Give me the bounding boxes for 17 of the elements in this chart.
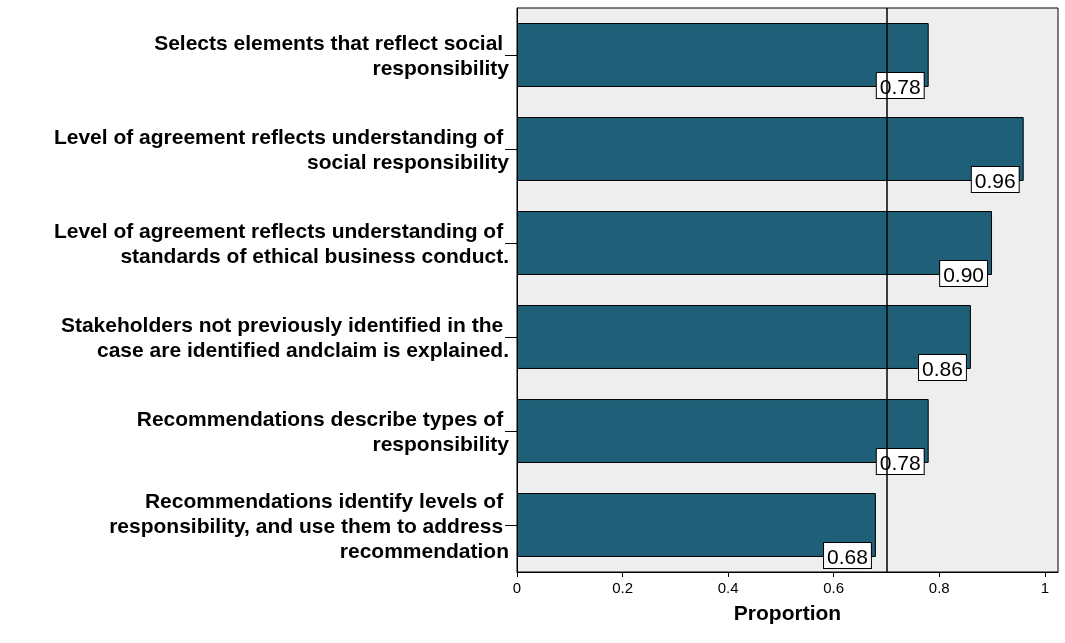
y-tick-label: Stakeholders not previously identified in the case are identified andclaim is explained. (60, 313, 509, 361)
x-tick-label: 0.2 (612, 579, 633, 596)
y-tick-label: Selects elements that reflect social responsibility (154, 31, 510, 79)
x-tick-label: 1 (1040, 579, 1049, 596)
data-label: 0.86 (922, 356, 963, 380)
x-tick-label: 0 (512, 579, 522, 596)
data-label: 0.68 (827, 544, 868, 568)
y-tick-label: Level of agreement reflects understanding of social responsibility (53, 125, 510, 173)
x-tick-label: 0.6 (823, 579, 845, 596)
y-tick-label: Recommendations describe types of responsibility (136, 407, 510, 455)
x-tick-label: 0.4 (717, 579, 739, 596)
data-label: 0.96 (974, 168, 1016, 192)
y-tick-label: Recommendations identify levels of responsibility, and use them to address recommendation (109, 488, 509, 562)
x-axis-title: Proportion (733, 601, 842, 624)
data-label: 0.90 (943, 262, 985, 286)
y-tick-label: Level of agreement reflects understanding of standards of ethical business conduct. (53, 219, 509, 267)
x-tick-label: 0.8 (928, 579, 950, 596)
